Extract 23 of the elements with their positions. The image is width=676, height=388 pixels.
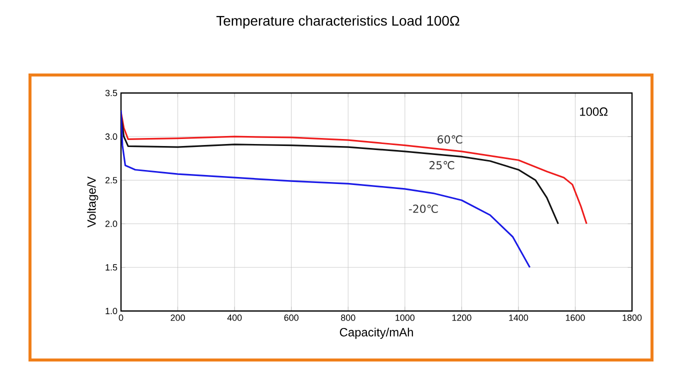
series-label: -20℃ (408, 204, 438, 213)
x-tick-label: 1400 (509, 314, 528, 321)
x-tick-label: 1000 (396, 314, 415, 321)
y-tick-label: 2.0 (105, 220, 118, 227)
x-tick-label: 400 (227, 314, 242, 321)
series-label: 25℃ (429, 161, 454, 170)
x-tick-label: 1600 (566, 314, 585, 321)
y-axis-title: Voltage/V (87, 176, 98, 228)
x-tick-label: 200 (170, 314, 185, 321)
series-label: 60℃ (438, 135, 462, 144)
x-tick-label: 1200 (452, 314, 472, 321)
annotation: 100Ω (580, 107, 608, 116)
y-tick-label: 1.0 (106, 308, 118, 314)
x-tick-label: 0 (118, 314, 124, 321)
y-tick-label: 3.5 (105, 90, 118, 96)
y-tick-label: 3.0 (105, 133, 118, 140)
y-tick-label: 1.5 (106, 264, 118, 271)
x-tick-label: 1800 (622, 314, 642, 321)
chart-title: Temperature characteristics Load 100Ω (216, 15, 460, 28)
y-tick-label: 2.5 (105, 177, 118, 184)
x-axis-title: Capacity/mAh (340, 328, 413, 339)
x-tick-label: 600 (284, 314, 298, 321)
x-tick-label: 800 (341, 314, 356, 321)
